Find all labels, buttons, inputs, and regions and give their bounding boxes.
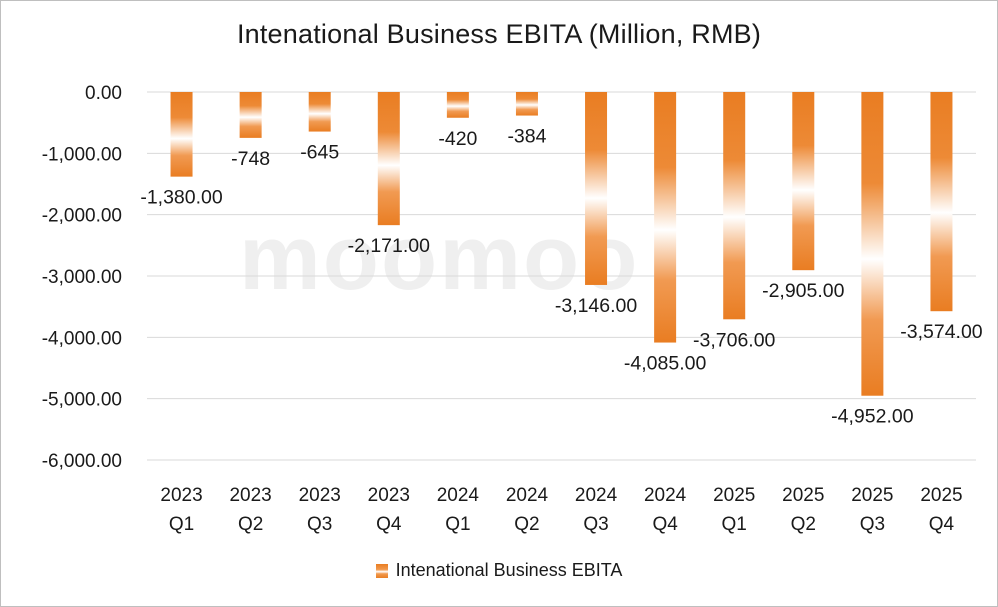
data-label: -645 [300,142,339,164]
x-tick-label-quarter: Q1 [722,514,747,535]
data-label: -420 [438,128,477,150]
bar [723,92,746,320]
chart-title: Intenational Business EBITA (Million, RM… [236,19,762,49]
data-label: -1,380.00 [140,187,223,209]
bar [377,92,400,226]
bar [515,92,538,116]
data-labels: -1,380.00 -748 -645 -2,171.00 -420 -384 -3,146… [140,126,982,428]
y-tick-label: -3,000.00 [42,267,122,288]
x-tick-label-year: 2023 [160,485,202,506]
bar [861,92,884,396]
x-tick-label-year: 2023 [368,485,410,506]
x-tick-label-year: 2024 [506,485,549,506]
y-tick-label: -4,000.00 [42,328,122,349]
x-tick-label-quarter: Q1 [445,514,470,535]
y-tick-label: -1,000.00 [42,144,122,165]
x-tick-label-year: 2025 [920,485,962,506]
x-tick-label-year: 2023 [299,485,341,506]
data-label: -2,905.00 [762,280,845,302]
bar [930,92,953,312]
data-label: -384 [507,126,546,148]
x-tick-label-year: 2024 [644,485,687,506]
watermark: moomoo [239,207,640,309]
y-tick-label: 0.00 [85,83,122,104]
x-tick-label-quarter: Q4 [929,514,955,535]
gridlines [147,91,976,461]
x-tick-label-year: 2025 [713,485,755,506]
x-tick-label-year: 2024 [437,485,480,506]
data-label: -3,146.00 [555,295,638,317]
x-axis-tick-labels: 2023 Q1 2023 Q2 2023 Q3 2023 Q4 2024 Q1 2024 Q2 2024… [160,485,962,535]
bar [308,92,331,132]
x-tick-label-quarter: Q3 [307,514,332,535]
data-label: -748 [231,148,270,170]
y-axis-tick-labels: 0.00 -1,000.00 -2,000.00 -3,000.00 -4,000.00… [42,83,122,472]
bar [654,92,677,343]
x-tick-label-year: 2025 [851,485,893,506]
data-label: -3,706.00 [693,329,776,351]
bars [170,92,953,396]
bar [170,92,193,177]
y-tick-label: -5,000.00 [42,390,122,411]
x-tick-label-quarter: Q3 [860,514,885,535]
x-tick-label-quarter: Q2 [791,514,816,535]
y-tick-label: -6,000.00 [42,451,122,472]
bar [239,92,262,138]
data-label: -3,574.00 [900,321,983,343]
data-label: -4,952.00 [831,406,914,428]
y-tick-label: -2,000.00 [42,206,122,227]
bar [585,92,608,285]
x-tick-label-quarter: Q3 [583,514,608,535]
x-tick-label-year: 2025 [782,485,824,506]
bar [792,92,815,271]
x-tick-label-year: 2023 [229,485,271,506]
x-tick-label-quarter: Q2 [238,514,263,535]
x-tick-label-year: 2024 [575,485,618,506]
data-label: -4,085.00 [624,353,707,375]
legend-label: Intenational Business EBITA [395,560,623,580]
x-tick-label-quarter: Q1 [169,514,194,535]
bar [446,92,469,118]
x-tick-label-quarter: Q4 [376,514,402,535]
legend-swatch [375,563,388,578]
legend: Intenational Business EBITA [1,560,997,581]
data-label: -2,171.00 [348,235,431,257]
x-tick-label-quarter: Q4 [652,514,678,535]
x-tick-label-quarter: Q2 [514,514,539,535]
